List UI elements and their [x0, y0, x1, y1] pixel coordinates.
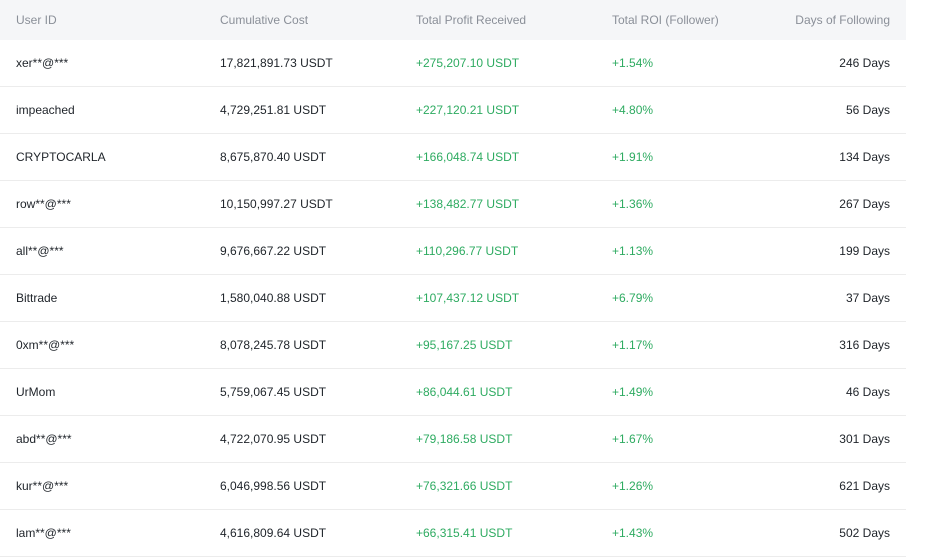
cell-total-profit: +138,482.77 USDT	[416, 197, 520, 211]
cell-total-roi: +1.13%	[612, 244, 654, 258]
cell-total-profit: +227,120.21 USDT	[416, 103, 520, 117]
cell-total-roi: +1.36%	[612, 197, 654, 211]
cell-cumulative-cost: 4,616,809.64 USDT	[220, 526, 327, 540]
cell-total-profit: +275,207.10 USDT	[416, 56, 520, 70]
cell-total-roi: +1.67%	[612, 432, 654, 446]
cell-total-roi: +1.54%	[612, 56, 654, 70]
cell-days-following: 301 Days	[839, 432, 890, 446]
cell-user-id: abd**@***	[16, 432, 72, 446]
cell-total-profit: +66,315.41 USDT	[416, 526, 513, 540]
cell-days-following: 46 Days	[845, 385, 890, 399]
cell-days-following: 199 Days	[839, 244, 890, 258]
table-row: row**@*** 10,150,997.27 USDT +138,482.77…	[0, 181, 906, 228]
cell-total-profit: +107,437.12 USDT	[416, 291, 520, 305]
cell-total-profit: +86,044.61 USDT	[416, 385, 513, 399]
cell-days-following: 37 Days	[845, 291, 890, 305]
cell-total-profit: +95,167.25 USDT	[416, 338, 513, 352]
cell-total-roi: +4.80%	[612, 103, 654, 117]
table-row: Bittrade 1,580,040.88 USDT +107,437.12 U…	[0, 275, 906, 322]
cell-cumulative-cost: 17,821,891.73 USDT	[220, 56, 333, 70]
cell-cumulative-cost: 5,759,067.45 USDT	[220, 385, 327, 399]
cell-user-id: 0xm**@***	[16, 338, 75, 352]
table-row: impeached 4,729,251.81 USDT +227,120.21 …	[0, 87, 906, 134]
cell-user-id: CRYPTOCARLA	[16, 150, 106, 164]
cell-user-id: row**@***	[16, 197, 71, 211]
cell-user-id: all**@***	[16, 244, 64, 258]
table-row: UrMom 5,759,067.45 USDT +86,044.61 USDT …	[0, 369, 906, 416]
cell-total-roi: +1.26%	[612, 479, 654, 493]
table-row: xer**@*** 17,821,891.73 USDT +275,207.10…	[0, 40, 906, 87]
header-total-profit: Total Profit Received	[416, 13, 527, 27]
header-cumulative-cost: Cumulative Cost	[220, 13, 309, 27]
cell-total-profit: +76,321.66 USDT	[416, 479, 513, 493]
copy-trading-followers-table: User ID Cumulative Cost Total Profit Rec…	[0, 0, 906, 557]
table-row: abd**@*** 4,722,070.95 USDT +79,186.58 U…	[0, 416, 906, 463]
cell-days-following: 134 Days	[839, 150, 890, 164]
header-user-id: User ID	[16, 13, 57, 27]
cell-user-id: UrMom	[16, 385, 56, 399]
table-row: 0xm**@*** 8,078,245.78 USDT +95,167.25 U…	[0, 322, 906, 369]
cell-total-roi: +1.43%	[612, 526, 654, 540]
cell-days-following: 502 Days	[839, 526, 890, 540]
cell-total-roi: +1.91%	[612, 150, 654, 164]
cell-days-following: 267 Days	[839, 197, 890, 211]
table-row: all**@*** 9,676,667.22 USDT +110,296.77 …	[0, 228, 906, 275]
header-days-following: Days of Following	[795, 13, 890, 27]
table-row: CRYPTOCARLA 8,675,870.40 USDT +166,048.7…	[0, 134, 906, 181]
cell-cumulative-cost: 8,675,870.40 USDT	[220, 150, 327, 164]
cell-cumulative-cost: 10,150,997.27 USDT	[220, 197, 333, 211]
cell-user-id: xer**@***	[16, 56, 69, 70]
cell-user-id: Bittrade	[16, 291, 58, 305]
cell-cumulative-cost: 4,722,070.95 USDT	[220, 432, 327, 446]
cell-cumulative-cost: 4,729,251.81 USDT	[220, 103, 327, 117]
cell-total-profit: +166,048.74 USDT	[416, 150, 520, 164]
cell-total-profit: +110,296.77 USDT	[416, 244, 519, 258]
header-total-roi: Total ROI (Follower)	[612, 13, 719, 27]
cell-cumulative-cost: 8,078,245.78 USDT	[220, 338, 327, 352]
cell-days-following: 246 Days	[839, 56, 890, 70]
table-header: User ID Cumulative Cost Total Profit Rec…	[0, 0, 906, 40]
cell-total-roi: +6.79%	[612, 291, 654, 305]
cell-user-id: lam**@***	[16, 526, 71, 540]
cell-days-following: 56 Days	[845, 103, 890, 117]
table-row: kur**@*** 6,046,998.56 USDT +76,321.66 U…	[0, 463, 906, 510]
cell-total-profit: +79,186.58 USDT	[416, 432, 513, 446]
cell-cumulative-cost: 6,046,998.56 USDT	[220, 479, 327, 493]
cell-user-id: kur**@***	[16, 479, 69, 493]
cell-user-id: impeached	[16, 103, 75, 117]
cell-cumulative-cost: 1,580,040.88 USDT	[220, 291, 327, 305]
cell-days-following: 621 Days	[839, 479, 890, 493]
cell-days-following: 316 Days	[839, 338, 890, 352]
table-row: lam**@*** 4,616,809.64 USDT +66,315.41 U…	[0, 510, 906, 557]
cell-total-roi: +1.49%	[612, 385, 654, 399]
cell-total-roi: +1.17%	[612, 338, 654, 352]
cell-cumulative-cost: 9,676,667.22 USDT	[220, 244, 327, 258]
